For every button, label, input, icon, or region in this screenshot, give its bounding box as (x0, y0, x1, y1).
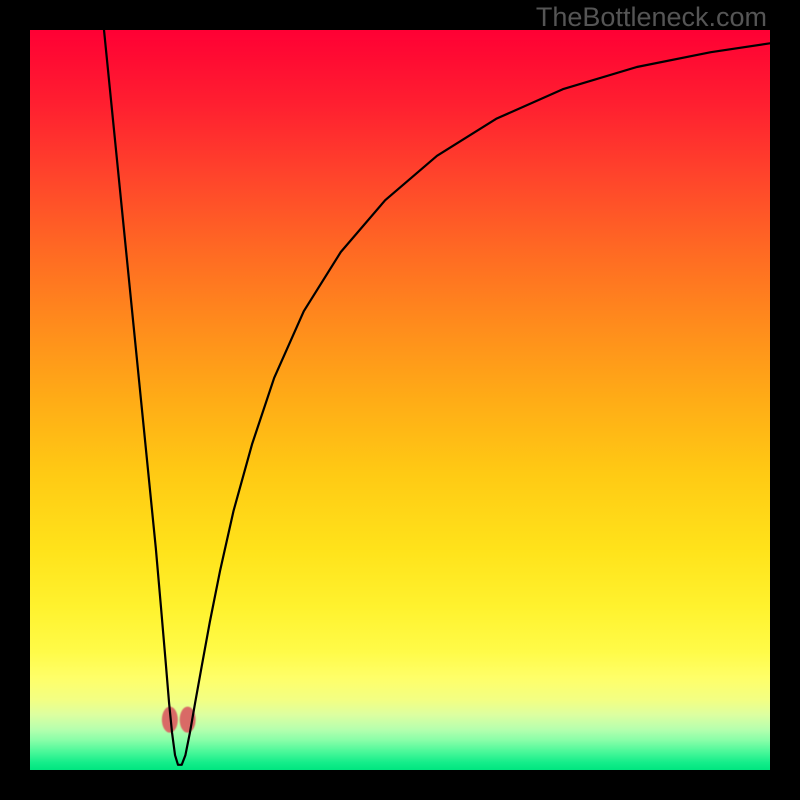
bottleneck-chart (30, 30, 770, 770)
watermark-text: TheBottleneck.com (536, 2, 767, 33)
